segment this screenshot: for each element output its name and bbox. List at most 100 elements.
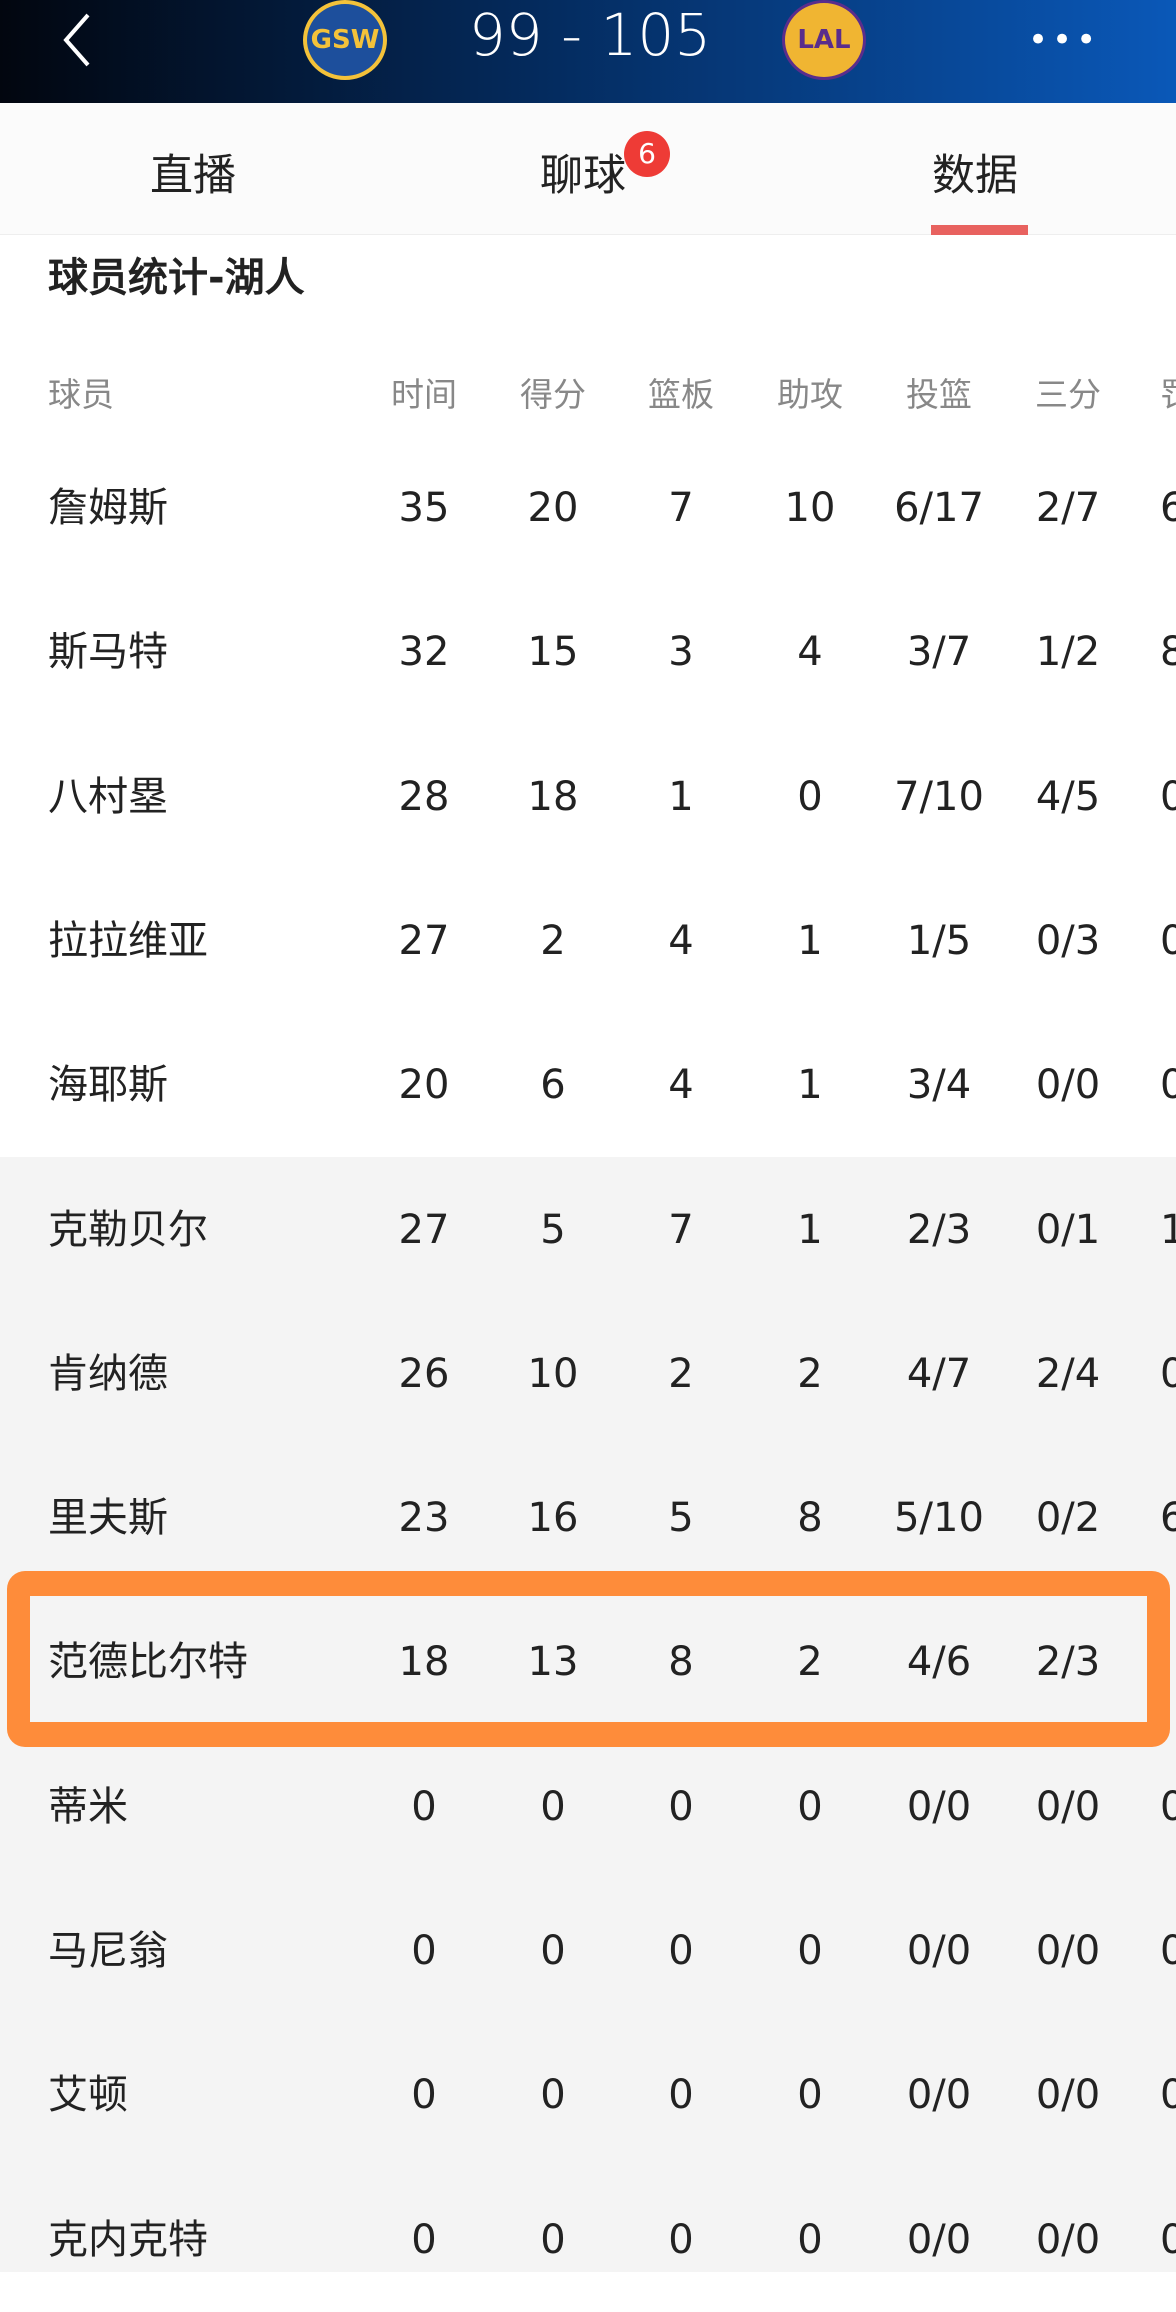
stat-cell: 0/0 — [1035, 2216, 1101, 2263]
stat-cell: 0/0 — [906, 1928, 972, 1974]
stat-cell: 4 — [797, 629, 823, 676]
stat-cell: 0 — [540, 2216, 566, 2263]
player-name: 里夫斯 — [48, 1495, 168, 1542]
player-row[interactable]: 克勒贝尔 27 5 7 1 2/3 0/1 1 — [0, 1158, 1176, 1302]
chat-count-badge: 6 — [624, 131, 670, 177]
stat-cell: 2/4 — [1035, 1350, 1101, 1397]
tab-live[interactable]: 直播 — [150, 151, 236, 201]
stat-cell: 0 — [1160, 1350, 1176, 1397]
player-row[interactable]: 海耶斯 20 6 4 1 3/4 0/0 0 — [0, 1013, 1176, 1157]
player-name: 范德比尔特 — [48, 1639, 248, 1686]
stat-cell: 3/7 — [906, 629, 972, 676]
column-header: 罚球 — [1160, 323, 1176, 467]
more-options-icon[interactable]: ••• — [1028, 20, 1101, 60]
stat-cell: 0 — [1160, 2072, 1176, 2119]
stat-cell: 23 — [398, 1495, 450, 1542]
stat-cell: 6 — [1160, 1495, 1176, 1542]
stat-cell: 0 — [411, 1928, 437, 1974]
player-name: 克内克特 — [48, 2216, 208, 2263]
stat-cell: 0 — [1160, 1928, 1176, 1974]
player-row[interactable]: 蒂米 0 0 0 0 0/0 0/0 0 — [0, 1735, 1176, 1879]
stat-cell: 0 — [1160, 773, 1176, 820]
stat-cell: 0 — [411, 2216, 437, 2263]
stat-cell: 0/0 — [906, 1783, 972, 1830]
stat-cell: 4/6 — [906, 1639, 972, 1686]
lal-team-logo: LAL — [782, 0, 866, 80]
stat-cell: 0 — [668, 2072, 694, 2119]
tab-chat[interactable]: 聊球 — [540, 151, 626, 201]
stat-cell: 4 — [668, 917, 694, 964]
column-header: 助攻 — [777, 375, 843, 414]
stat-cell: 0 — [1160, 1062, 1176, 1109]
stat-cell: 0/1 — [1035, 1206, 1101, 1253]
away-team-abbr: LAL — [797, 25, 851, 55]
back-arrow-icon[interactable] — [58, 10, 108, 70]
stat-cell: 2/7 — [1035, 485, 1101, 531]
stat-cell: 2/3 — [906, 1206, 972, 1253]
stat-cell: 0 — [668, 1928, 694, 1974]
player-row[interactable]: 艾顿 0 0 0 0 0/0 0/0 0 — [0, 2023, 1176, 2167]
column-header: 三分 — [1035, 375, 1101, 414]
stat-cell: 3 — [668, 629, 694, 676]
highlight-box — [7, 1571, 1170, 1747]
tab-data[interactable]: 数据 — [932, 151, 1018, 201]
stat-cell: 0 — [668, 1783, 694, 1830]
stat-cell: 0 — [797, 2216, 823, 2263]
column-header: 球员 — [48, 375, 114, 414]
stat-cell: 7/10 — [894, 773, 984, 820]
player-name: 蒂米 — [48, 1783, 128, 1830]
player-name: 詹姆斯 — [48, 485, 168, 531]
player-name: 肯纳德 — [48, 1350, 168, 1397]
stat-cell: 35 — [398, 485, 450, 531]
stat-cell: 5 — [668, 1495, 694, 1542]
player-row[interactable]: 克内克特 0 0 0 0 0/0 0/0 0 — [0, 2168, 1176, 2312]
active-tab-indicator — [931, 225, 1028, 235]
stat-cell: 1 — [797, 1062, 823, 1109]
player-name: 斯马特 — [48, 629, 168, 676]
player-name: 马尼翁 — [48, 1928, 168, 1974]
player-row[interactable]: 马尼翁 0 0 0 0 0/0 0/0 0 — [0, 1879, 1176, 2023]
stat-cell: 1/5 — [906, 917, 972, 964]
stat-cell: 0 — [797, 1783, 823, 1830]
stat-cell: 10 — [527, 1350, 579, 1397]
player-row[interactable]: 斯马特 32 15 3 4 3/7 1/2 8 — [0, 580, 1176, 724]
stat-cell: 5/10 — [894, 1495, 984, 1542]
section-title: 球员统计-湖人 — [48, 255, 305, 301]
stat-cell: 1 — [797, 1206, 823, 1253]
stat-cell: 15 — [527, 629, 579, 676]
player-name: 海耶斯 — [48, 1062, 168, 1109]
stat-cell: 13 — [527, 1639, 579, 1686]
column-header: 时间 — [391, 375, 457, 414]
stat-cell: 0 — [540, 1783, 566, 1830]
stat-cell: 0 — [1160, 2216, 1176, 2263]
stat-cell: 32 — [398, 629, 450, 676]
player-row[interactable]: 里夫斯 23 16 5 8 5/10 0/2 6 — [0, 1446, 1176, 1590]
stat-cell: 4/7 — [906, 1350, 972, 1397]
tab-bar: 直播 聊球 6 数据 — [0, 103, 1176, 235]
stat-cell: 0/3 — [1035, 917, 1101, 964]
stat-cell: 2 — [540, 917, 566, 964]
player-row[interactable]: 拉拉维亚 27 2 4 1 1/5 0/3 0 — [0, 869, 1176, 1013]
stat-cell: 2 — [797, 1350, 823, 1397]
player-row[interactable]: 八村塁 28 18 1 0 7/10 4/5 0 — [0, 725, 1176, 869]
stat-cell: 6 — [1160, 485, 1176, 531]
table-header: 球员 时间 得分 篮板 助攻 投篮 三分 罚球 — [0, 323, 1176, 467]
stat-cell: 26 — [398, 1350, 450, 1397]
stat-cell: 0/0 — [906, 2072, 972, 2119]
stat-cell: 2/3 — [1035, 1639, 1101, 1686]
player-row[interactable]: 詹姆斯 35 20 7 10 6/17 2/7 6 — [0, 436, 1176, 580]
stat-cell: 8 — [1160, 629, 1176, 676]
stat-cell: 27 — [398, 1206, 450, 1253]
player-row[interactable]: 范德比尔特 18 13 8 2 4/6 2/3 — [0, 1590, 1176, 1734]
stat-cell: 0 — [540, 1928, 566, 1974]
stat-cell: 6/17 — [894, 485, 984, 531]
player-row[interactable]: 肯纳德 26 10 2 2 4/7 2/4 0 — [0, 1302, 1176, 1446]
stat-cell: 0 — [1160, 1783, 1176, 1830]
stat-cell: 28 — [398, 773, 450, 820]
stat-cell: 4 — [668, 1062, 694, 1109]
stat-cell: 0 — [797, 773, 823, 820]
stat-cell: 7 — [668, 485, 694, 531]
stat-cell: 10 — [784, 485, 836, 531]
stat-cell: 0 — [411, 2072, 437, 2119]
player-name: 拉拉维亚 — [48, 917, 208, 964]
